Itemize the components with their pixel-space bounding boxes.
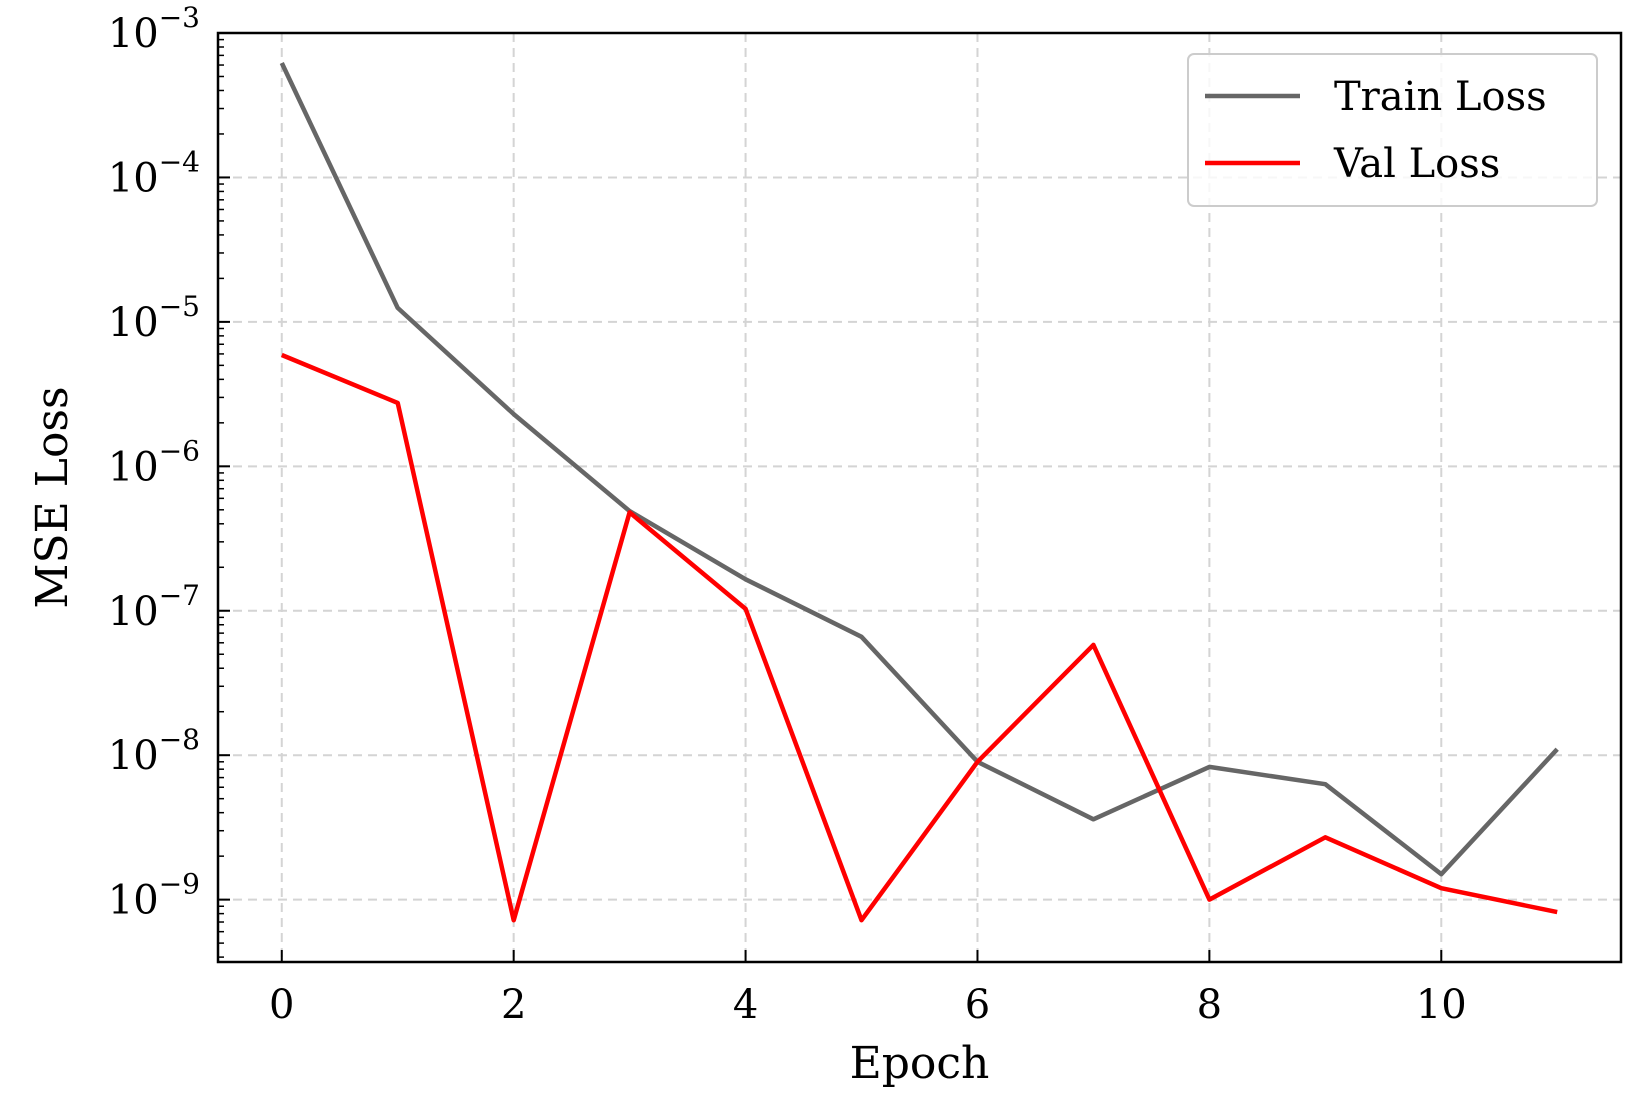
x-tick-label: 2 [501,982,526,1028]
x-tick-label: 8 [1197,982,1222,1028]
y-tick-label: 10−6 [108,434,200,490]
x-tick-label: 10 [1416,982,1467,1028]
legend-label-val: Val Loss [1333,141,1500,187]
x-axis-title: Epoch [850,1038,990,1089]
x-tick-label: 0 [269,982,294,1028]
y-tick-label: 10−9 [108,868,200,924]
x-tick-label: 4 [733,982,758,1028]
series-line-val-loss [280,352,1558,923]
y-axis-title: MSE Loss [27,386,78,608]
legend-label-train: Train Loss [1334,74,1547,120]
plot-frame [216,31,1623,964]
x-tick-label: 6 [965,982,990,1028]
tick-labels: 0 2 4 6 8 10 10−3 10−4 10−5 10−6 10−7 10−8 10−9 [108,1,1467,1028]
axis-ticks [218,32,1443,962]
legend: Train Loss Val Loss [1187,53,1598,207]
y-tick-label: 10−5 [108,290,200,346]
legend-box [1187,53,1598,207]
y-tick-label: 10−7 [108,579,200,635]
y-tick-label: 10−8 [108,723,200,779]
series-lines [279,62,1559,923]
series-line-train-loss [279,62,1559,877]
y-tick-label: 10−4 [108,145,200,201]
y-tick-label: 10−3 [108,1,200,57]
